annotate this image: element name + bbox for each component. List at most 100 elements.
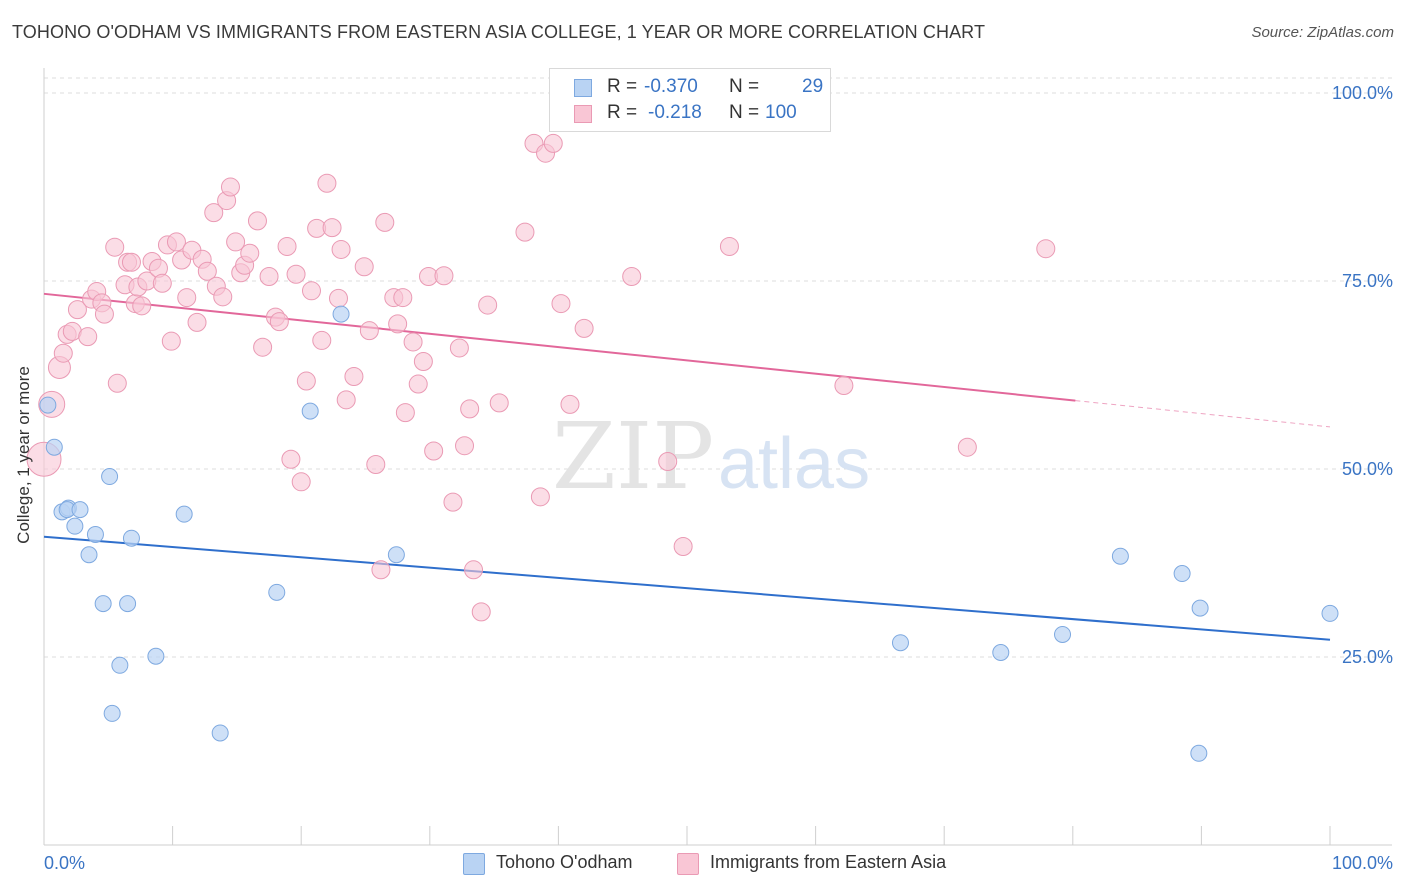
- y-tick-label: 100.0%: [1332, 83, 1393, 103]
- y-tick-label: 75.0%: [1342, 271, 1393, 291]
- eastern-asia-point: [291, 472, 311, 492]
- eastern-asia-point: [574, 318, 594, 338]
- tohono-point: [71, 501, 89, 519]
- eastern-asia-point: [1036, 239, 1056, 259]
- eastern-asia-point: [331, 239, 351, 259]
- eastern-asia-point: [259, 267, 279, 287]
- x-tick-label: 0.0%: [44, 853, 85, 873]
- eastern-asia-point: [328, 288, 348, 308]
- eastern-asia-point: [317, 173, 337, 193]
- tohono-point: [175, 505, 193, 523]
- eastern-asia-point: [408, 374, 428, 394]
- eastern-asia-point: [413, 351, 433, 371]
- eastern-asia-point: [344, 367, 364, 387]
- tohono-point: [1190, 744, 1208, 762]
- eastern-asia-trend-line: [43, 292, 1076, 402]
- eastern-asia-point: [449, 338, 469, 358]
- eastern-asia-point: [424, 441, 444, 461]
- eastern-asia-point: [560, 394, 580, 414]
- eastern-asia-point: [530, 487, 550, 507]
- eastern-asia-point: [515, 222, 535, 242]
- eastern-asia-point: [489, 393, 509, 413]
- y-axis-label: College, 1 year or more: [14, 366, 33, 544]
- eastern-asia-point: [551, 294, 571, 314]
- eastern-asia-point: [247, 211, 267, 231]
- eastern-asia-point: [253, 337, 273, 357]
- tick-labels: 25.0% 50.0% 75.0% 100.0% 0.0% 100.0%: [44, 83, 1393, 873]
- eastern-asia-point: [366, 455, 386, 475]
- eastern-asia-point: [286, 264, 306, 284]
- eastern-asia-point: [161, 331, 181, 351]
- eastern-asia-point: [240, 243, 260, 263]
- eastern-asia-point: [834, 376, 854, 396]
- legend-n-value: 29: [802, 76, 824, 97]
- eastern-asia-point: [455, 436, 475, 456]
- tohono-point: [66, 517, 84, 535]
- legend-n-label: N =: [729, 102, 760, 123]
- eastern-asia-point: [388, 314, 408, 334]
- legend-swatch-pink: [677, 853, 699, 875]
- correlation-legend: R = -0.370 N = 29 R = -0.218 N = 100: [549, 68, 831, 132]
- eastern-asia-point: [443, 492, 463, 512]
- bottom-legend-label: Immigrants from Eastern Asia: [710, 852, 947, 872]
- tohono-point: [268, 583, 286, 601]
- tohono-point: [147, 647, 165, 665]
- eastern-asia-point: [107, 373, 127, 393]
- legend-swatch-blue: [463, 853, 485, 875]
- tohono-point: [45, 438, 63, 456]
- eastern-asia-point: [166, 232, 186, 252]
- tohono-point: [111, 656, 129, 674]
- tohono-point: [101, 468, 119, 486]
- legend-r-value: -0.218: [648, 102, 702, 123]
- eastern-asia-point: [658, 452, 678, 471]
- eastern-asia-point: [226, 232, 246, 252]
- eastern-asia-point: [543, 133, 563, 153]
- x-tick-label: 100.0%: [1332, 853, 1393, 873]
- eastern-asia-point: [673, 536, 693, 556]
- legend-n-label: N =: [729, 76, 760, 97]
- tohono-point: [891, 634, 909, 652]
- y-tick-label: 25.0%: [1342, 647, 1393, 667]
- eastern-asia-point: [359, 321, 379, 341]
- watermark-zip: ZIP: [552, 403, 714, 510]
- tohono-point: [387, 546, 405, 564]
- eastern-asia-point: [434, 266, 454, 286]
- eastern-asia-point: [220, 177, 240, 197]
- eastern-asia-point: [177, 288, 197, 308]
- eastern-asia-point: [67, 300, 87, 320]
- tohono-point: [1173, 565, 1191, 583]
- tohono-point: [39, 396, 57, 414]
- eastern-asia-point: [460, 399, 480, 419]
- tohono-point: [94, 595, 112, 613]
- eastern-asia-point: [719, 236, 739, 256]
- tohono-point: [1054, 625, 1072, 643]
- eastern-asia-point: [78, 327, 98, 347]
- eastern-asia-point: [375, 212, 395, 232]
- eastern-asia-point: [94, 304, 114, 324]
- tohono-point: [1321, 604, 1339, 622]
- eastern-asia-point: [393, 288, 413, 308]
- eastern-asia-point: [464, 560, 484, 580]
- source-credit: Source: ZipAtlas.com: [1251, 24, 1394, 41]
- eastern-asia-point: [152, 273, 172, 293]
- eastern-asia-trend-extension: [1075, 400, 1331, 428]
- chart-title: TOHONO O'ODHAM VS IMMIGRANTS FROM EASTER…: [12, 22, 986, 42]
- eastern-asia-point: [269, 312, 289, 332]
- legend-swatch-pink: [574, 105, 592, 123]
- tohono-trend-line: [43, 535, 1331, 641]
- watermark-atlas: atlas: [718, 424, 870, 504]
- eastern-asia-point: [312, 330, 332, 350]
- eastern-asia-point: [957, 437, 977, 457]
- eastern-asia-point: [622, 267, 642, 287]
- eastern-asia-point: [403, 332, 423, 352]
- legend-r-label: R =: [607, 76, 638, 97]
- tohono-point: [301, 402, 319, 420]
- tohono-point: [992, 643, 1010, 661]
- eastern-asia-point: [322, 218, 342, 238]
- tohono-point: [103, 704, 121, 722]
- eastern-asia-point: [277, 236, 297, 256]
- eastern-asia-point: [478, 295, 498, 315]
- eastern-asia-point: [354, 257, 374, 277]
- eastern-asia-point: [132, 296, 152, 316]
